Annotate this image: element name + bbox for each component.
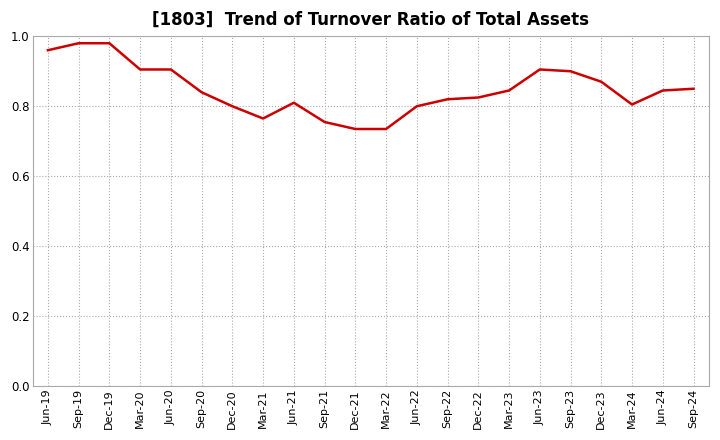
Title: [1803]  Trend of Turnover Ratio of Total Assets: [1803] Trend of Turnover Ratio of Total … [152,11,589,29]
